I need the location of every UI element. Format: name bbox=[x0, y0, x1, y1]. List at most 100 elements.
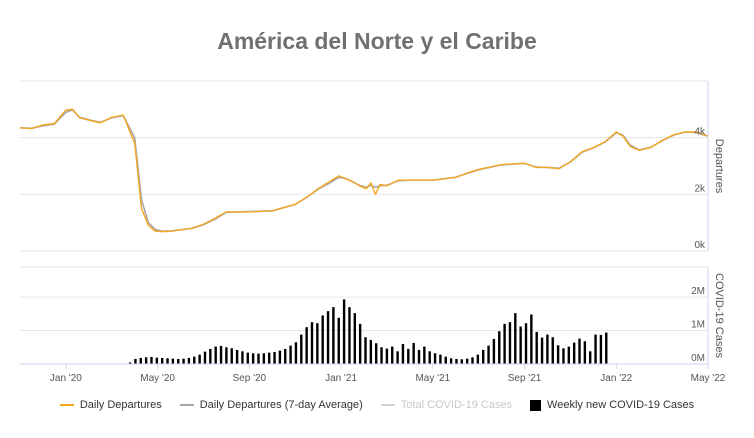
weekly-case-bar bbox=[535, 331, 538, 364]
weekly-case-bar bbox=[503, 323, 506, 364]
weekly-case-bar bbox=[284, 348, 287, 364]
weekly-case-bar bbox=[514, 313, 517, 364]
cases-gridlines bbox=[20, 266, 708, 365]
weekly-case-bar bbox=[300, 334, 303, 364]
y-tick-label: 2k bbox=[694, 183, 706, 194]
axes bbox=[20, 81, 709, 369]
weekly-case-bar bbox=[556, 345, 560, 364]
chart-area: 0k 2k 4k 0M 1M 2M Departures COVID-19 Cases Jan … bbox=[19, 80, 726, 384]
weekly-case-bar bbox=[583, 341, 587, 364]
weekly-case-bar bbox=[487, 345, 490, 364]
legend-item[interactable]: Total COVID-19 Cases bbox=[380, 399, 512, 411]
weekly-case-bar bbox=[417, 349, 421, 364]
weekly-case-bar bbox=[230, 348, 233, 364]
weekly-case-bar bbox=[262, 353, 266, 364]
weekly-case-bar bbox=[407, 348, 410, 364]
weekly-case-bar bbox=[289, 345, 292, 364]
weekly-case-bar bbox=[578, 338, 581, 364]
weekly-case-bar bbox=[374, 343, 378, 364]
weekly-case-bar bbox=[455, 358, 458, 364]
weekly-case-bar bbox=[337, 317, 340, 364]
legend-swatch bbox=[530, 399, 542, 411]
weekly-case-bar bbox=[241, 351, 244, 364]
cases-axis-title: COVID-19 Cases bbox=[713, 273, 725, 358]
weekly-case-bar bbox=[519, 326, 522, 364]
weekly-case-bar bbox=[332, 307, 335, 364]
x-tick-label: May '20 bbox=[140, 373, 175, 384]
legend-label: Weekly new COVID-19 Cases bbox=[547, 399, 695, 411]
weekly-case-bar bbox=[139, 357, 142, 364]
weekly-case-bar bbox=[246, 352, 249, 364]
legend-swatch bbox=[380, 404, 395, 406]
y-tick-label: 4k bbox=[694, 127, 706, 138]
weekly-cases-bars bbox=[128, 299, 608, 364]
weekly-case-bar bbox=[128, 362, 132, 364]
weekly-case-bar bbox=[155, 357, 159, 364]
weekly-case-bar bbox=[594, 334, 597, 364]
weekly-case-bar bbox=[251, 353, 255, 364]
weekly-case-bar bbox=[605, 332, 608, 364]
weekly-case-bar bbox=[369, 339, 373, 364]
y-tick-label: 0M bbox=[691, 353, 705, 364]
weekly-case-bar bbox=[396, 351, 399, 364]
weekly-case-bar bbox=[444, 356, 447, 364]
avg-departures-line bbox=[19, 109, 709, 232]
weekly-case-bar bbox=[589, 351, 592, 364]
weekly-case-bar bbox=[358, 323, 362, 364]
weekly-case-bar bbox=[348, 307, 351, 364]
weekly-case-bar bbox=[316, 323, 319, 364]
weekly-case-bar bbox=[572, 342, 576, 364]
weekly-case-bar bbox=[171, 358, 175, 364]
weekly-case-bar bbox=[177, 358, 180, 364]
weekly-case-bar bbox=[134, 358, 137, 364]
weekly-case-bar bbox=[380, 347, 383, 364]
weekly-case-bar bbox=[353, 313, 356, 364]
weekly-case-bar bbox=[278, 350, 282, 364]
weekly-case-bar bbox=[599, 334, 603, 364]
weekly-case-bar bbox=[433, 353, 437, 364]
weekly-case-bar bbox=[465, 358, 469, 364]
weekly-case-bar bbox=[471, 357, 474, 364]
weekly-case-bar bbox=[449, 358, 453, 364]
weekly-case-bar bbox=[326, 311, 330, 364]
weekly-case-bar bbox=[193, 356, 196, 364]
weekly-case-bar bbox=[203, 351, 207, 364]
weekly-case-bar bbox=[567, 346, 571, 364]
departures-gridlines bbox=[20, 80, 708, 252]
weekly-case-bar bbox=[439, 354, 442, 364]
x-tick-label: Jan '20 bbox=[50, 373, 82, 384]
legend-item[interactable]: Weekly new COVID-19 Cases bbox=[530, 399, 694, 411]
weekly-case-bar bbox=[481, 349, 485, 364]
weekly-case-bar bbox=[209, 348, 212, 364]
weekly-case-bar bbox=[551, 337, 554, 364]
weekly-case-bar bbox=[412, 342, 415, 364]
weekly-case-bar bbox=[166, 358, 169, 364]
weekly-case-bar bbox=[546, 334, 549, 364]
weekly-case-bar bbox=[267, 352, 271, 364]
weekly-case-bar bbox=[364, 337, 367, 364]
weekly-case-bar bbox=[182, 358, 185, 364]
x-tick-label: May '22 bbox=[691, 373, 726, 384]
weekly-case-bar bbox=[428, 351, 431, 364]
weekly-case-bar bbox=[198, 354, 201, 364]
legend-item[interactable]: Daily Departures (7-day Average) bbox=[179, 399, 363, 411]
weekly-case-bar bbox=[562, 348, 565, 364]
weekly-case-bar bbox=[508, 322, 512, 364]
x-tick-label: Sep '20 bbox=[233, 373, 267, 384]
daily-departures-line bbox=[19, 108, 709, 233]
x-tick-label: May '21 bbox=[415, 373, 450, 384]
weekly-case-bar bbox=[391, 346, 394, 364]
legend-item[interactable]: Daily Departures bbox=[59, 399, 162, 411]
weekly-case-bar bbox=[273, 351, 276, 364]
departures-axis-title: Departures bbox=[713, 139, 725, 194]
weekly-case-bar bbox=[305, 327, 308, 364]
weekly-case-bar bbox=[310, 322, 314, 364]
tick-labels: 0k 2k 4k 0M 1M 2M Departures COVID-19 Cases Jan … bbox=[50, 127, 726, 384]
x-tick-label: Jan '21 bbox=[325, 373, 357, 384]
weekly-case-bar bbox=[492, 338, 496, 364]
weekly-case-bar bbox=[460, 359, 464, 364]
legend: Daily Departures Daily Departures (7-day … bbox=[0, 396, 754, 414]
legend-swatch bbox=[59, 404, 74, 406]
legend-swatch bbox=[179, 404, 194, 406]
weekly-case-bar bbox=[214, 346, 217, 364]
